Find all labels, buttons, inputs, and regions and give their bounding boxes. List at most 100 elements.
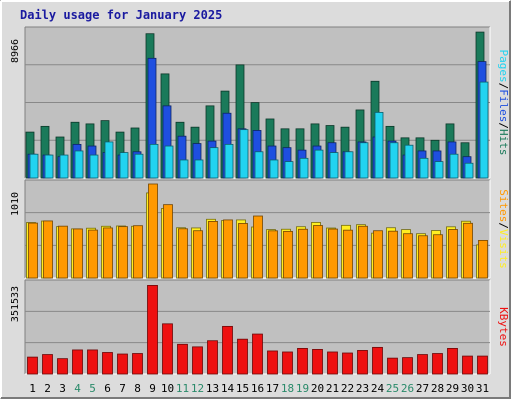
bar-kbytes [387, 357, 398, 375]
bar-sites [463, 222, 473, 279]
bar-kbytes [477, 355, 488, 375]
x-tick-label: 25 [386, 382, 399, 395]
bar-sites [373, 230, 383, 279]
bar-sites [193, 230, 203, 279]
panel-legend: Sites/Visits [497, 189, 510, 269]
bar-sites [118, 226, 128, 279]
bar-kbytes [207, 340, 218, 375]
bar-kbytes [432, 353, 443, 375]
bar-pages [329, 152, 339, 179]
bar-pages [104, 141, 114, 179]
legend-entry: KBytes [497, 307, 510, 347]
bar-sites [178, 228, 188, 279]
bar-kbytes [177, 343, 188, 375]
x-tick-label: 8 [134, 382, 141, 395]
legend-entry: Visits [497, 229, 510, 269]
bar-sites [343, 229, 353, 279]
bar-kbytes [282, 351, 293, 375]
bar-pages [464, 162, 474, 179]
bar-pages [404, 144, 414, 179]
bar-pages [89, 154, 99, 179]
bar-kbytes [117, 353, 128, 375]
bar-kbytes [147, 285, 158, 375]
bar-kbytes [327, 351, 338, 375]
bar-pages [164, 145, 174, 179]
panel-kbytes: 351533 KBytes [10, 279, 510, 375]
bar-pages [374, 112, 384, 179]
x-tick-label: 24 [371, 382, 385, 395]
bar-sites [43, 220, 53, 279]
ymax-label: 1010 [10, 192, 21, 216]
bar-kbytes [27, 356, 38, 375]
legend-entry: Sites [497, 189, 510, 222]
bar-kbytes [297, 347, 308, 375]
bar-sites [148, 183, 158, 279]
legend-entry: Hits [497, 129, 510, 156]
bar-pages [239, 129, 249, 179]
x-tick-label: 26 [401, 382, 414, 395]
x-tick-label: 20 [311, 382, 324, 395]
x-tick-label: 17 [266, 382, 279, 395]
bar-kbytes [342, 352, 353, 375]
bar-kbytes [102, 352, 113, 375]
bar-sites [313, 225, 323, 279]
bar-sites [403, 233, 413, 279]
bar-pages [449, 153, 459, 179]
bar-kbytes [372, 346, 383, 375]
bar-pages [314, 149, 324, 179]
x-tick-label: 31 [476, 382, 489, 395]
bar-kbytes [42, 354, 53, 375]
x-tick-label: 1 [29, 382, 36, 395]
x-tick-labels: 1 2 3 4 5 6 7 8 9 10 11 12 13 14 15 16 17 18 19 20 21 22 23 24 2… [29, 382, 489, 395]
bar-sites [418, 235, 428, 279]
bar-kbytes [462, 355, 473, 375]
bar-sites [73, 228, 83, 279]
bar-kbytes [222, 325, 233, 375]
bar-kbytes [192, 346, 203, 375]
x-tick-label: 11 [176, 382, 189, 395]
bar-sites [388, 230, 398, 279]
bar-pages [119, 152, 129, 179]
x-tick-label: 22 [341, 382, 354, 395]
panel-hits-files-pages: 8966 Pages/Files/Hits [10, 26, 510, 179]
x-tick-label: 18 [281, 382, 294, 395]
bar-sites [58, 225, 68, 279]
series-sites [28, 183, 488, 279]
bar-sites [433, 234, 443, 279]
bar-pages [344, 151, 354, 179]
bar-pages [134, 153, 144, 179]
ymax-label: 351533 [10, 286, 21, 322]
bar-sites [88, 229, 98, 279]
x-tick-label: 7 [119, 382, 126, 395]
bar-kbytes [237, 338, 248, 375]
bar-sites [103, 227, 113, 279]
x-tick-label: 4 [74, 382, 81, 395]
bar-kbytes [357, 350, 368, 375]
panel-legend: KBytes [497, 307, 510, 347]
bar-sites [238, 223, 248, 279]
bar-pages [209, 147, 219, 179]
panel-visits-sites: 1010 Sites/Visits [10, 179, 510, 279]
x-tick-label: 6 [104, 382, 111, 395]
bar-pages [284, 161, 294, 179]
x-tick-label: 12 [191, 382, 204, 395]
bar-kbytes [132, 353, 143, 375]
bar-pages [299, 157, 309, 179]
bar-sites [328, 228, 338, 279]
bar-pages [59, 154, 69, 179]
bar-sites [163, 204, 173, 279]
bar-sites [133, 225, 143, 279]
x-tick-label: 15 [236, 382, 249, 395]
bar-sites [28, 222, 38, 279]
bar-pages [419, 157, 429, 179]
x-tick-label: 30 [461, 382, 474, 395]
bar-pages [479, 81, 489, 179]
bar-pages [44, 154, 54, 179]
legend-entry: Pages [497, 50, 510, 83]
bar-kbytes [417, 354, 428, 375]
bar-pages [434, 161, 444, 179]
legend-entry: / [497, 83, 510, 90]
x-tick-label: 23 [356, 382, 369, 395]
bar-sites [268, 230, 278, 279]
